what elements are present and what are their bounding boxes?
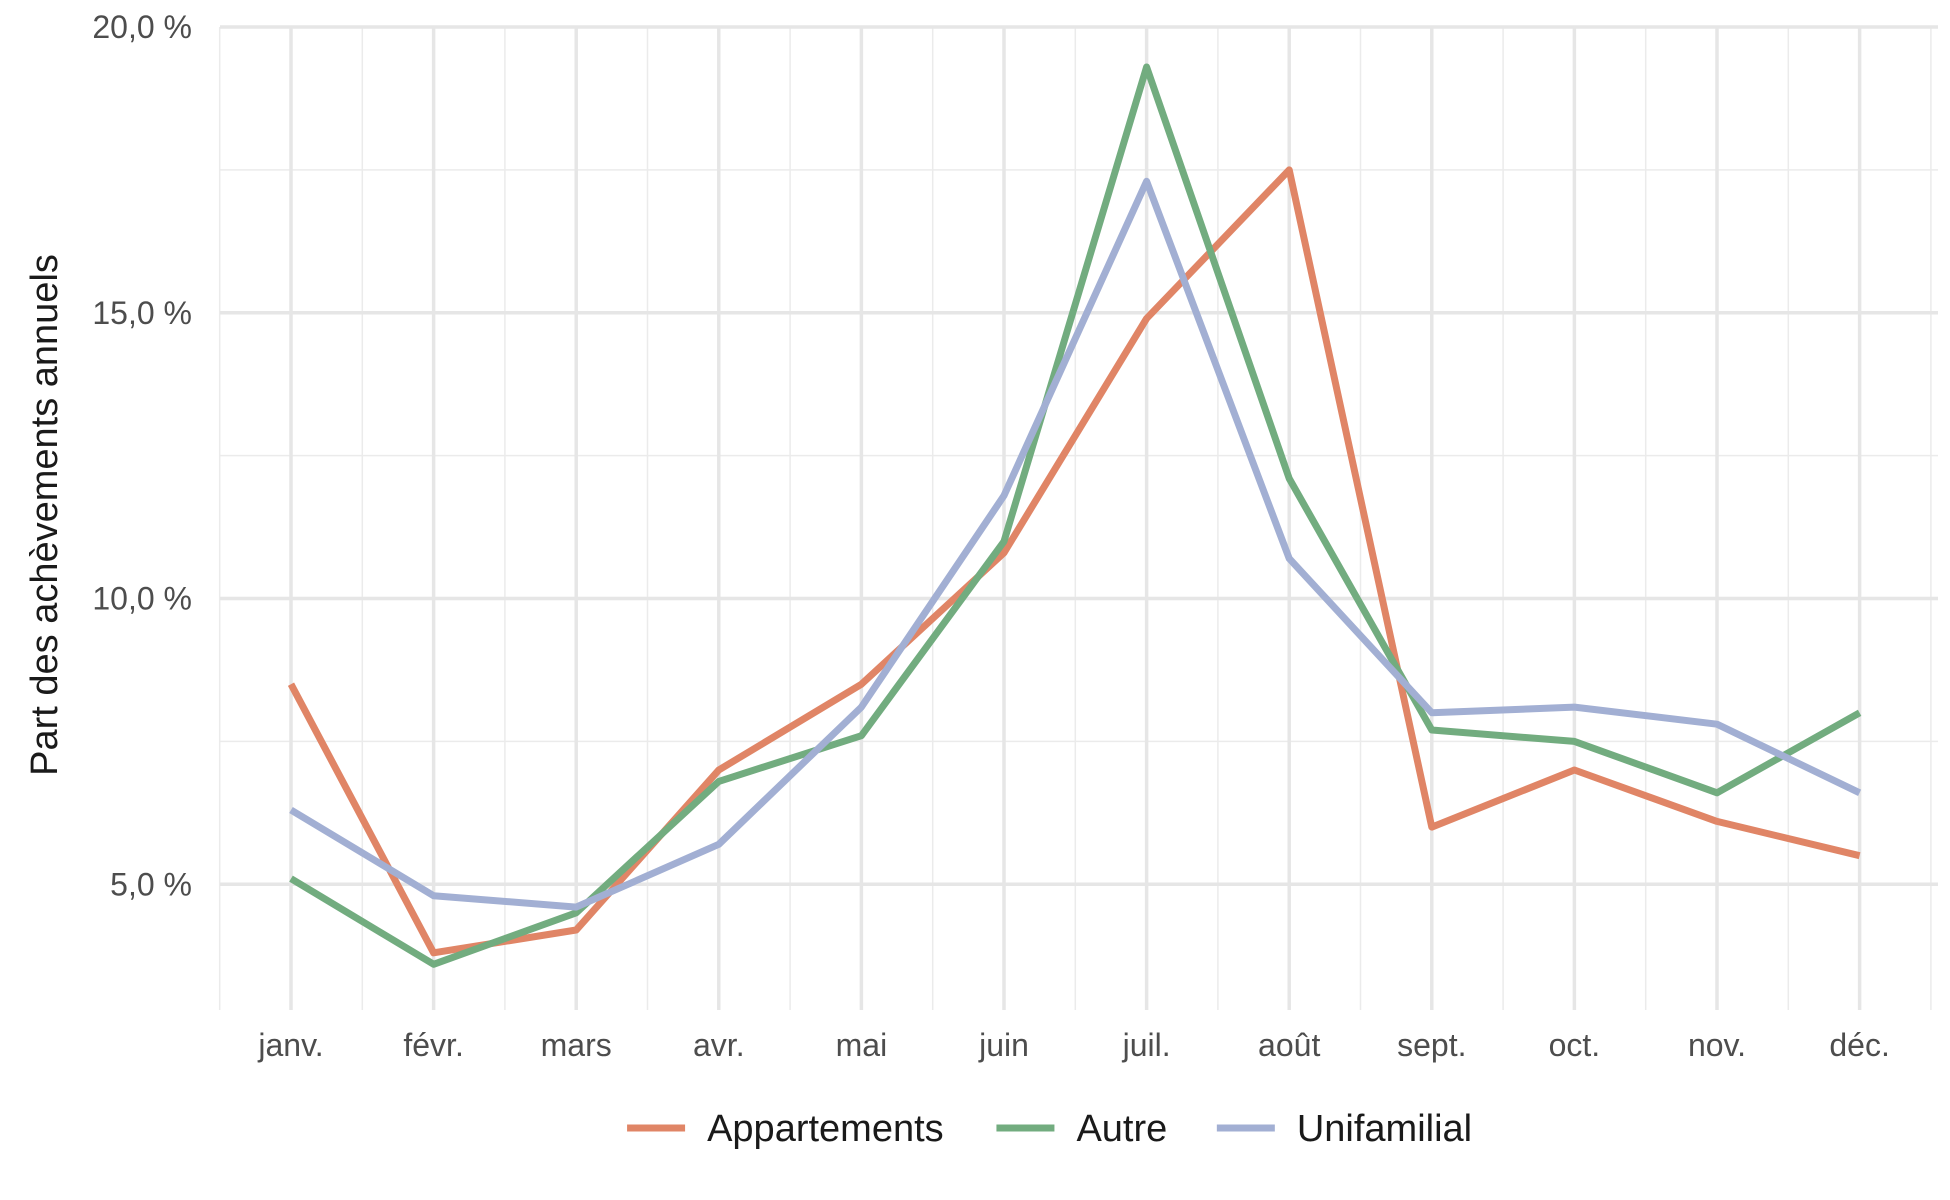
y-axis-tick-labels: 5,0 % 10,0 % 15,0 % 20,0 % [92,9,192,902]
x-tick-label: juil. [1122,1027,1171,1063]
minor-gridlines [218,27,1938,1010]
legend-label: Unifamilial [1297,1108,1472,1150]
x-axis-tick-labels: janv. févr. mars avr. mai juin juil. août sept. o… [257,1027,1889,1063]
legend-item-appartements: Appartements [627,1108,944,1150]
series-line-appartements [287,166,1861,957]
x-tick-label: nov. [1688,1027,1746,1063]
legend-item-autre: Autre [996,1108,1167,1150]
x-tick-label: juin [978,1027,1029,1063]
x-tick-label: août [1258,1027,1320,1063]
x-tick-label: janv. [257,1027,323,1063]
y-tick-label: 15,0 % [92,295,192,331]
major-gridlines [220,25,1938,1010]
x-tick-label: déc. [1829,1027,1889,1063]
legend: Appartements Autre Unifamilial [627,1108,1472,1150]
series-line-autre [289,63,1862,968]
y-axis-title: Part des achèvements annuels [24,254,66,776]
x-tick-label: mai [836,1027,888,1063]
series-lines [287,63,1862,968]
y-tick-label: 20,0 % [92,9,192,45]
series-line-unifamilial [289,177,1862,911]
x-tick-label: sept. [1397,1027,1466,1063]
legend-label: Autre [1076,1108,1167,1150]
y-tick-label: 10,0 % [92,581,192,617]
y-tick-label: 5,0 % [110,866,192,902]
x-tick-label: oct. [1549,1027,1601,1063]
legend-label: Appartements [707,1108,944,1150]
x-tick-label: févr. [403,1027,463,1063]
x-tick-label: avr. [693,1027,745,1063]
legend-item-unifamilial: Unifamilial [1216,1108,1472,1150]
x-tick-label: mars [541,1027,612,1063]
